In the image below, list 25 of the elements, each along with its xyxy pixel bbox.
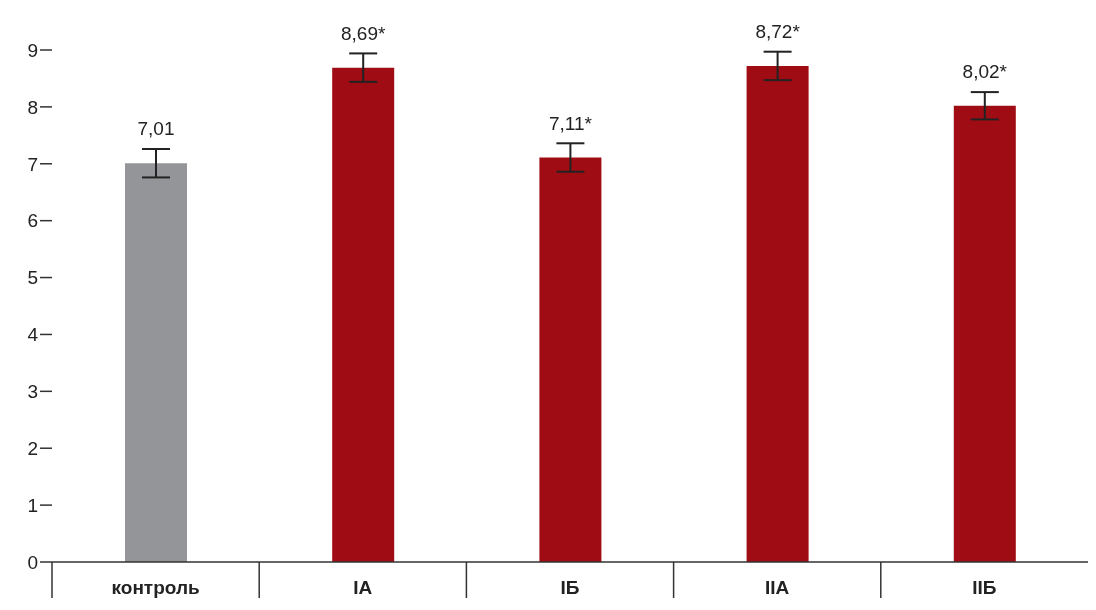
- data-label: 8,69*: [341, 22, 386, 44]
- bar: [539, 157, 602, 562]
- bar: [953, 105, 1016, 562]
- x-tick-label: IIA: [765, 577, 790, 598]
- y-tick-label: 2: [27, 437, 38, 459]
- y-tick-label: 0: [27, 551, 38, 573]
- data-label: 8,72*: [755, 20, 801, 42]
- x-tick-label: IБ: [560, 577, 580, 598]
- x-tick-label: IIБ: [972, 577, 997, 598]
- data-label: 7,01: [137, 118, 175, 140]
- bar: [332, 67, 395, 562]
- y-tick-label: 1: [27, 494, 38, 516]
- y-tick-label: 5: [27, 267, 38, 289]
- data-label: 8,02*: [962, 60, 1008, 82]
- data-label: 7,11*: [548, 112, 593, 134]
- x-tick-label: контроль: [111, 577, 200, 598]
- y-tick-label: 8: [27, 96, 38, 118]
- y-tick-label: 7: [27, 153, 38, 175]
- y-tick-label: 6: [27, 210, 38, 232]
- y-tick-label: 9: [27, 39, 38, 61]
- y-tick-label: 3: [27, 381, 38, 403]
- y-tick-label: 4: [27, 324, 39, 346]
- bar: [125, 163, 187, 562]
- x-tick-label: IA: [353, 577, 373, 598]
- bar: [746, 65, 809, 562]
